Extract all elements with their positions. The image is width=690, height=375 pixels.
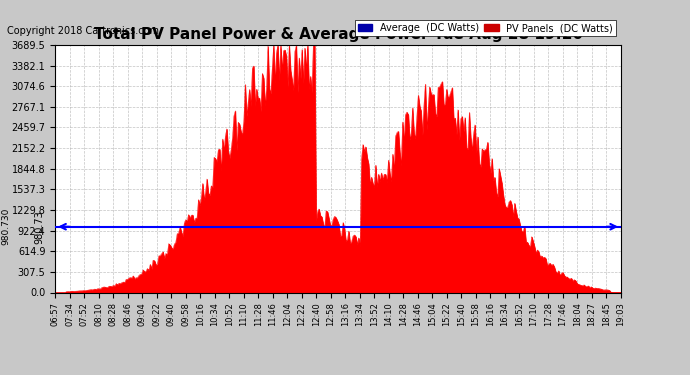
Text: 980.73: 980.73 [34, 210, 44, 244]
Title: Total PV Panel Power & Average Power Tue Aug 28 19:20: Total PV Panel Power & Average Power Tue… [94, 27, 582, 42]
Text: 980.730: 980.730 [1, 208, 10, 245]
Text: Copyright 2018 Cartronics.com: Copyright 2018 Cartronics.com [7, 26, 159, 36]
Legend: Average  (DC Watts), PV Panels  (DC Watts): Average (DC Watts), PV Panels (DC Watts) [355, 20, 616, 36]
